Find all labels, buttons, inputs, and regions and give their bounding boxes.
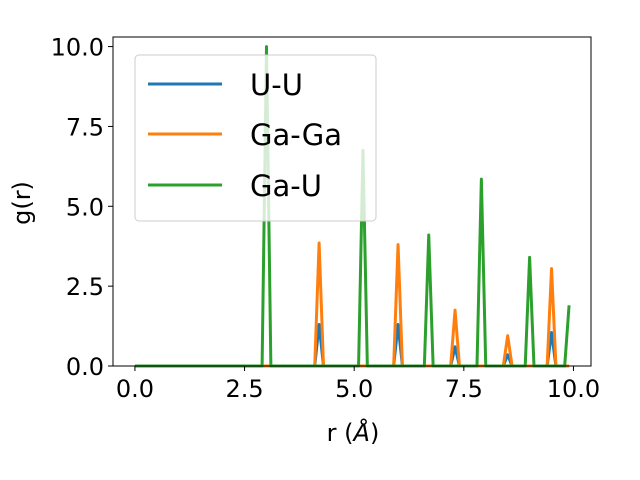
y-axis-label: g(r) [8, 181, 36, 225]
plot-lines [134, 45, 571, 368]
legend-label-uu: U-U [250, 68, 303, 102]
legend-label-gaga: Ga-Ga [250, 118, 342, 152]
legend: U-U Ga-Ga Ga-U [134, 54, 377, 222]
y-axis-ticks: 0.0 2.5 5.0 7.5 10.0 [51, 34, 113, 381]
y-tick-label: 2.5 [66, 273, 104, 301]
legend-label-gau: Ga-U [250, 169, 322, 203]
y-tick-label: 0.0 [66, 353, 104, 381]
x-tick-label: 5.0 [335, 375, 373, 403]
x-tick-label: 0.0 [116, 375, 154, 403]
x-axis-ticks: 0.0 2.5 5.0 7.5 10.0 [116, 366, 600, 403]
y-tick-label: 7.5 [66, 113, 104, 141]
legend-box [134, 54, 377, 222]
x-tick-label: 10.0 [547, 375, 600, 403]
y-tick-label: 5.0 [66, 193, 104, 221]
x-tick-label: 7.5 [445, 375, 483, 403]
axes-frame [112, 36, 592, 367]
x-axis-label: r (Å) [327, 418, 380, 447]
series-line-ga-u [134, 45, 571, 368]
series-line-ga-ga [134, 241, 570, 368]
y-tick-label: 10.0 [51, 34, 104, 62]
x-tick-label: 2.5 [225, 375, 263, 403]
